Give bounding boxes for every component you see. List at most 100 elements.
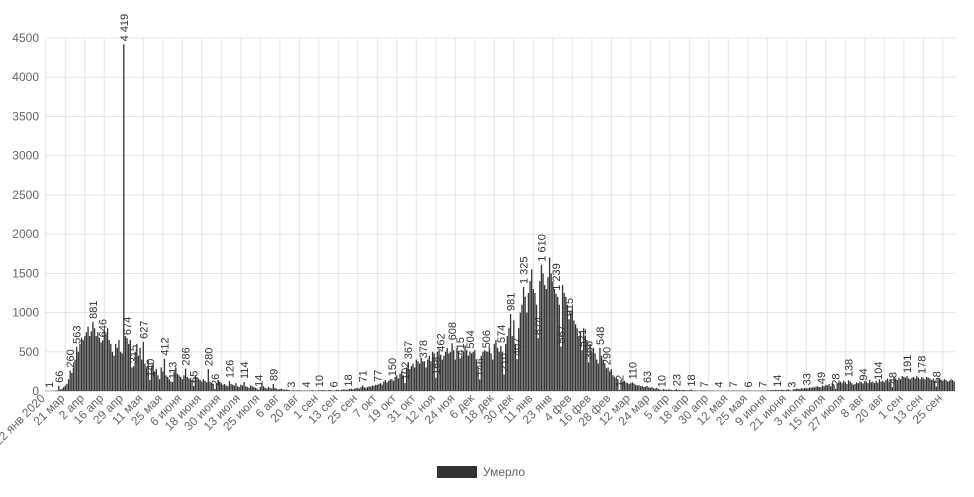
bar (293, 390, 296, 391)
bar (271, 388, 273, 391)
bar (201, 381, 203, 391)
bar (121, 353, 123, 391)
bar (951, 380, 954, 391)
bar (145, 367, 148, 391)
bar (901, 376, 903, 391)
bar (584, 336, 586, 391)
bar (344, 389, 346, 391)
bar (643, 387, 645, 391)
bar (784, 390, 786, 391)
bar (870, 382, 872, 391)
bar (522, 287, 525, 391)
data-label: 4 (714, 382, 726, 388)
bar (160, 367, 162, 391)
bar (318, 390, 320, 391)
bar (625, 382, 627, 391)
bar (181, 379, 183, 391)
bar (167, 376, 169, 391)
data-label: 412 (159, 337, 171, 355)
bar (857, 383, 859, 391)
bar (932, 379, 934, 391)
bar (732, 390, 734, 391)
bar (217, 380, 219, 391)
bar (95, 336, 97, 391)
bar (422, 361, 424, 391)
bar (454, 359, 456, 391)
bar (488, 347, 491, 391)
bar (797, 388, 799, 391)
bar (397, 378, 400, 391)
bar (319, 390, 322, 391)
bar (485, 351, 487, 391)
data-label: 506 (481, 330, 493, 348)
bar (423, 361, 426, 391)
bar (84, 336, 86, 391)
bar (240, 384, 242, 391)
bar (680, 390, 682, 391)
bar (826, 385, 829, 391)
bar (807, 388, 809, 391)
bar (544, 285, 546, 391)
bar (912, 376, 915, 391)
bar (687, 390, 689, 391)
data-label: 28 (831, 374, 843, 386)
bar (800, 388, 803, 391)
bar (654, 388, 656, 391)
bar (275, 388, 278, 391)
bar (347, 389, 349, 391)
data-label: 7 (757, 381, 769, 387)
bar (297, 390, 299, 391)
bar (134, 351, 136, 391)
bar (526, 312, 528, 391)
bar (844, 382, 846, 391)
bar (854, 383, 856, 391)
legend-swatch (437, 466, 477, 478)
bar (428, 355, 430, 391)
bar (552, 281, 554, 391)
bar (852, 384, 855, 391)
bar (355, 388, 357, 391)
bar (828, 383, 830, 391)
bar (323, 390, 325, 391)
bar (792, 389, 794, 391)
bar (469, 351, 471, 391)
bar (115, 343, 117, 391)
bar (339, 390, 341, 391)
bar (566, 304, 569, 391)
bar (119, 351, 122, 391)
bar (292, 390, 294, 391)
bar (808, 387, 811, 391)
y-tick-label: 4500 (12, 31, 39, 45)
bar (165, 375, 167, 391)
bar (353, 388, 356, 391)
data-label: 4 419 (119, 14, 131, 42)
bar (438, 350, 440, 391)
data-label: 462 (436, 333, 448, 351)
bar (430, 361, 432, 391)
bar (279, 389, 281, 391)
data-label: 114 (239, 362, 251, 380)
bar (633, 383, 635, 391)
bar (501, 351, 504, 391)
bar (511, 336, 513, 391)
bar (882, 380, 884, 391)
bar (147, 359, 149, 391)
bar (795, 388, 798, 391)
bar (508, 328, 510, 391)
bar (587, 362, 590, 391)
bar (774, 389, 777, 391)
data-label: 191 (902, 355, 914, 373)
bar (61, 388, 63, 391)
bar (545, 289, 547, 391)
bar (565, 296, 567, 391)
bar (859, 381, 861, 391)
bar (105, 334, 107, 391)
bar (92, 321, 94, 391)
bar (158, 379, 161, 391)
bar (249, 385, 252, 391)
bar (183, 375, 185, 391)
bar (799, 389, 801, 391)
bar (505, 343, 507, 391)
bar (685, 390, 687, 391)
bar (435, 377, 437, 391)
